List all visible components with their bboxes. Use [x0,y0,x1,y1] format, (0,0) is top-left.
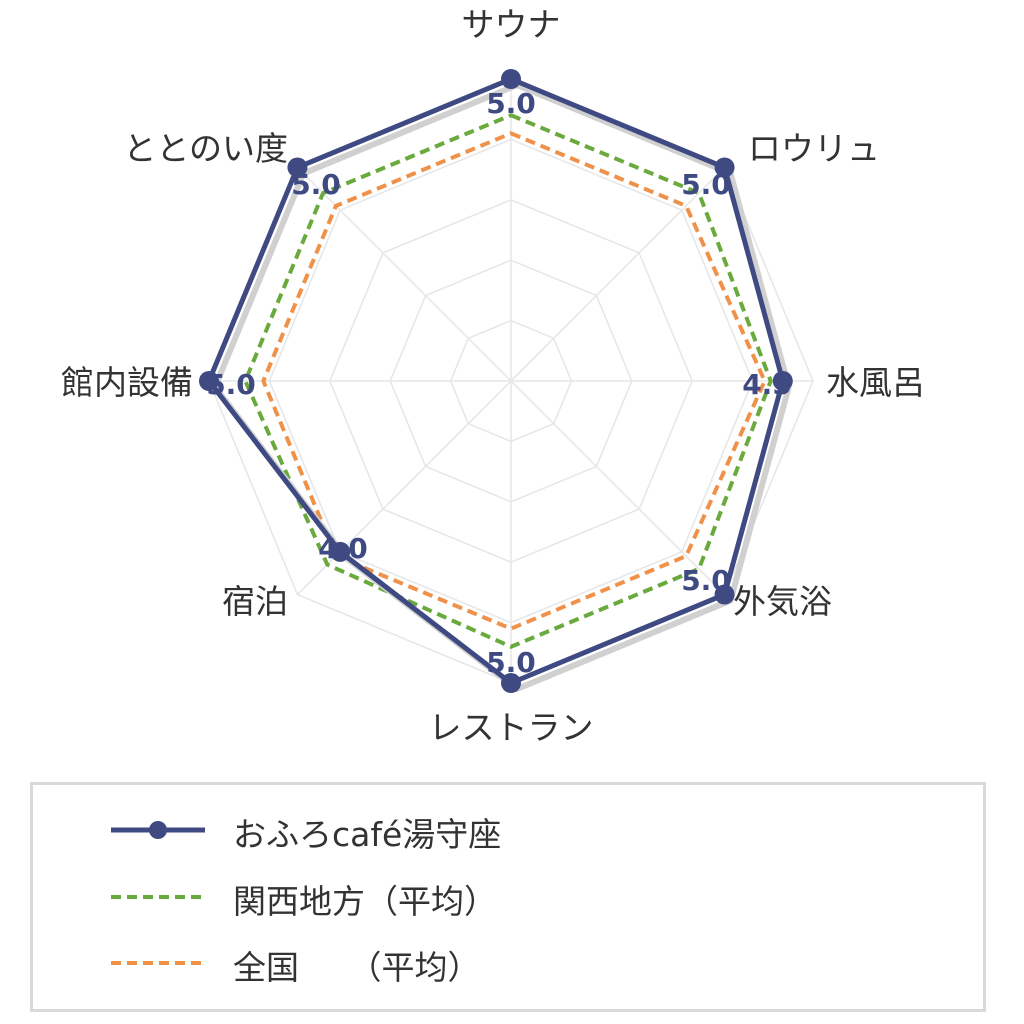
value-label: 5.0 [486,646,536,679]
series-point [287,157,308,178]
value-label: 4.0 [318,532,368,565]
radar-chart: サウナ5.0ロウリュ5.0水風呂4.5外気浴5.0レストラン5.0宿泊4.0館内… [61,5,925,747]
axis-label: ととのい度 [123,129,288,168]
axis-label: サウナ [462,5,561,44]
legend-item-national: 全国 （平均） [33,933,983,993]
series-point [772,371,793,391]
legend-item-kansai: 関西地方（平均） [33,867,983,927]
series-point [501,673,521,693]
value-label: 5.0 [486,87,536,120]
axis-label: 宿泊 [222,582,288,621]
series-point [714,584,735,605]
legend-swatch-dashed-green [111,895,205,899]
axis-label: ロウリュ [748,129,880,168]
series-point [714,157,735,178]
radar-labels: サウナ5.0ロウリュ5.0水風呂4.5外気浴5.0レストラン5.0宿泊4.0館内… [61,5,925,747]
legend-label: おふろcafé湯守座 [233,815,502,854]
value-label: 5.0 [681,564,731,597]
axis-label: レストラン [429,708,594,747]
value-label: 5.0 [681,168,731,201]
value-label: 4.5 [742,368,792,401]
radar-series [199,69,793,693]
axis-label: 館内設備 [61,363,193,402]
value-label: 5.0 [291,168,341,201]
legend-label: 全国 （平均） [233,948,481,987]
grid-spoke [296,166,512,382]
grid-spoke [510,166,726,382]
axis-label: 水風呂 [826,363,925,402]
legend-item-yumoriza: おふろcafé湯守座 [33,800,983,860]
axis-label: 外気浴 [733,582,832,621]
grid-spoke [296,380,512,596]
legend-swatch-dashed-orange [111,961,205,965]
legend: おふろcafé湯守座 関西地方（平均） 全国 （平均） [30,782,986,1012]
series-point [501,69,521,89]
legend-swatch-solid [111,821,205,839]
series-line-national [261,131,767,631]
series-point [330,541,351,562]
grid-spoke [510,380,726,596]
series-line-kansai [243,113,773,649]
value-label: 5.0 [206,368,256,401]
legend-label: 関西地方（平均） [233,882,497,921]
series-point [199,371,219,391]
